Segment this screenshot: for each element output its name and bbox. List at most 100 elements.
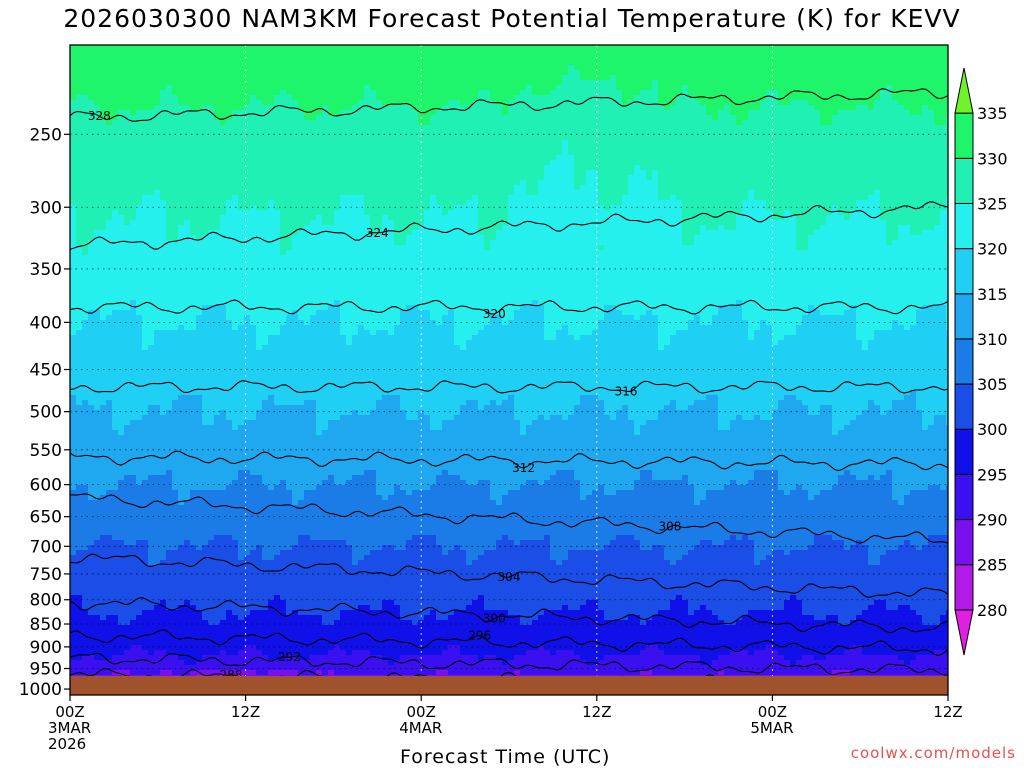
theta-fill-cell [100,105,107,111]
theta-fill-cell [106,345,113,351]
theta-fill-cell [166,455,173,461]
theta-fill-cell [298,155,305,161]
theta-fill-cell [256,610,263,616]
theta-fill-cell [94,375,101,381]
theta-fill-cell [130,360,137,366]
theta-fill-cell [208,215,215,221]
theta-fill-cell [82,480,89,486]
theta-fill-cell [226,325,233,331]
theta-fill-cell [76,270,83,276]
theta-fill-cell [100,365,107,371]
theta-fill-cell [82,360,89,366]
theta-fill-cell [82,525,89,531]
theta-fill-cell [202,215,209,221]
theta-fill-cell [154,290,161,296]
theta-fill-cell [94,175,101,181]
theta-fill-cell [250,465,257,471]
theta-fill-cell [76,590,83,596]
theta-fill-cell [178,540,185,546]
theta-fill-cell [94,265,101,271]
theta-fill-cell [262,545,269,551]
theta-fill-cell [202,640,209,646]
theta-fill-cell [172,320,179,326]
theta-fill-cell [160,310,167,316]
theta-fill-cell [82,205,89,211]
theta-fill-cell [232,225,239,231]
theta-fill-cell [184,280,191,286]
theta-fill-cell [130,500,137,506]
theta-fill-cell [196,180,203,186]
theta-fill-cell [292,580,299,586]
theta-fill-cell [82,435,89,441]
theta-fill-cell [190,550,197,556]
theta-fill-cell [88,185,95,191]
theta-fill-cell [130,655,137,661]
theta-fill-cell [136,425,143,431]
theta-fill-cell [208,505,215,511]
theta-fill-cell [124,145,131,151]
theta-fill-cell [148,185,155,191]
theta-fill-cell [190,265,197,271]
theta-fill-cell [292,625,299,631]
theta-fill-cell [202,635,209,641]
theta-fill-cell [88,560,95,566]
theta-fill-cell [100,580,107,586]
theta-fill-cell [190,275,197,281]
theta-fill-cell [124,430,131,436]
theta-fill-cell [232,360,239,366]
theta-fill-cell [226,650,233,656]
theta-fill-cell [280,125,287,131]
theta-fill-cell [268,235,275,241]
theta-fill-cell [226,380,233,386]
theta-fill-cell [268,85,275,91]
theta-fill-cell [214,170,221,176]
theta-fill-cell [70,105,77,111]
theta-fill-cell [256,420,263,426]
theta-fill-cell [262,295,269,301]
theta-fill-cell [220,355,227,361]
theta-fill-cell [112,315,119,321]
theta-fill-cell [232,295,239,301]
theta-fill-cell [172,150,179,156]
theta-fill-cell [274,590,281,596]
theta-fill-cell [178,585,185,591]
theta-fill-cell [172,505,179,511]
theta-fill-cell [280,305,287,311]
theta-fill-cell [106,140,113,146]
theta-fill-cell [184,310,191,316]
theta-fill-cell [292,565,299,571]
theta-fill-cell [148,65,155,71]
theta-fill-cell [70,650,77,656]
theta-fill-cell [172,210,179,216]
theta-fill-cell [214,590,221,596]
theta-fill-cell [148,530,155,536]
theta-fill-cell [130,325,137,331]
theta-fill-cell [160,290,167,296]
theta-fill-cell [196,505,203,511]
theta-fill-cell [226,185,233,191]
theta-fill-cell [262,170,269,176]
theta-fill-cell [160,600,167,606]
theta-fill-cell [136,610,143,616]
theta-fill-cell [112,555,119,561]
theta-fill-cell [184,570,191,576]
theta-fill-cell [286,265,293,271]
theta-fill-cell [214,635,221,641]
theta-fill-cell [196,440,203,446]
theta-fill-cell [262,175,269,181]
theta-fill-cell [244,70,251,76]
theta-fill-cell [166,285,173,291]
theta-fill-cell [214,595,221,601]
theta-fill-cell [166,565,173,571]
theta-fill-cell [262,185,269,191]
theta-fill-cell [148,580,155,586]
theta-fill-cell [208,185,215,191]
theta-fill-cell [274,415,281,421]
theta-fill-cell [220,395,227,401]
theta-fill-cell [148,255,155,261]
theta-fill-cell [142,220,149,226]
theta-fill-cell [142,250,149,256]
theta-fill-cell [88,250,95,256]
theta-fill-cell [94,580,101,586]
theta-fill-cell [148,610,155,616]
